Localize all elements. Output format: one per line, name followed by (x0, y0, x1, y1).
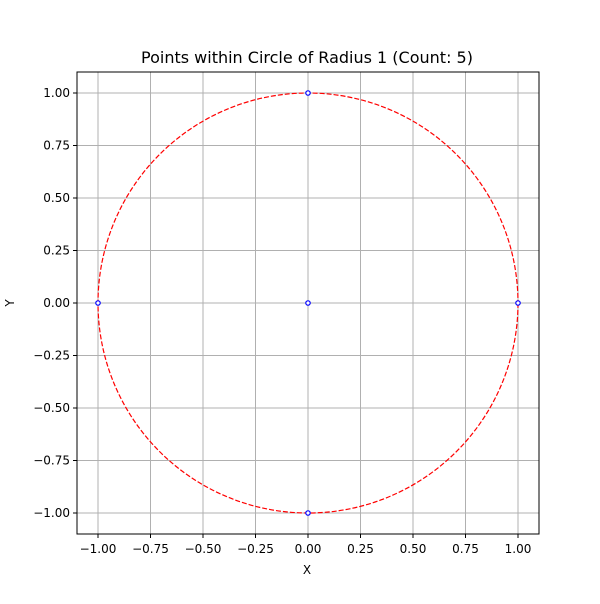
scatter-point (305, 300, 311, 306)
chart-title: Points within Circle of Radius 1 (Count:… (141, 48, 473, 67)
y-tick-label: 1.00 (43, 86, 70, 100)
y-axis-ticks: −1.00 −0.75 −0.50 −0.25 0.00 0.25 0.50 0.75 1.00 (33, 86, 77, 520)
x-axis-ticks: −1.00 −0.75 −0.50 −0.25 0.00 0.25 0.50 0.75 1.00 (80, 534, 532, 556)
x-tick-label: 0.50 (400, 542, 427, 556)
x-tick-label: 0.00 (295, 542, 322, 556)
y-tick-label: −0.75 (33, 454, 70, 468)
y-tick-label: 0.00 (43, 296, 70, 310)
x-tick-label: 0.25 (347, 542, 374, 556)
y-tick-label: −0.25 (33, 349, 70, 363)
y-axis-label: Y (3, 299, 17, 308)
y-tick-label: 0.50 (43, 191, 70, 205)
x-tick-label: −0.25 (237, 542, 274, 556)
x-axis-label: X (303, 563, 311, 577)
scatter-point (95, 300, 101, 306)
y-tick-label: 0.25 (43, 244, 70, 258)
x-tick-label: −0.50 (185, 542, 222, 556)
x-tick-label: −0.75 (132, 542, 169, 556)
y-tick-label: 0.75 (43, 139, 70, 153)
scatter-point (515, 300, 521, 306)
y-tick-label: −0.50 (33, 401, 70, 415)
data-points (95, 90, 521, 516)
scatter-point (305, 510, 311, 516)
x-tick-label: −1.00 (80, 542, 117, 556)
x-tick-label: 0.75 (452, 542, 479, 556)
x-tick-label: 1.00 (505, 542, 532, 556)
y-tick-label: −1.00 (33, 506, 70, 520)
scatter-point (305, 90, 311, 96)
